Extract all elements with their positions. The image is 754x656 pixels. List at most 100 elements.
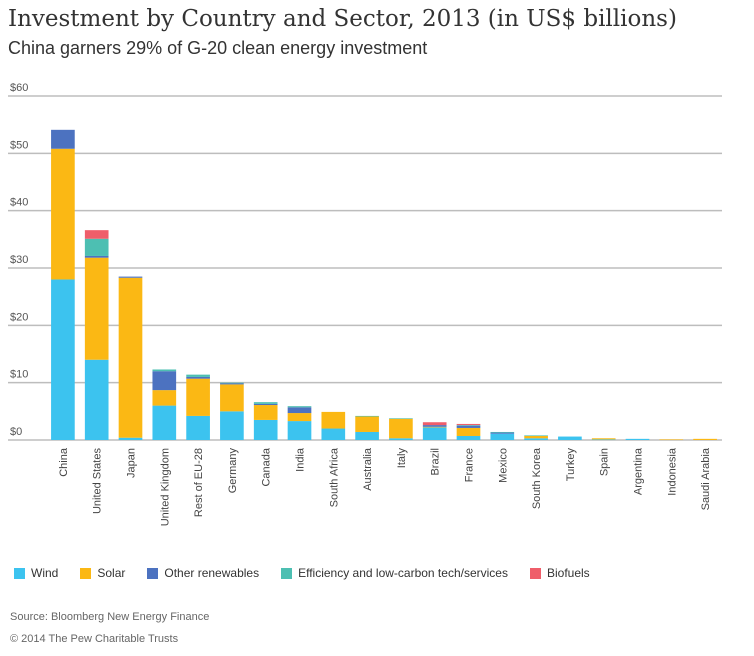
bar-segment (456, 423, 481, 426)
legend-item: Solar (80, 566, 125, 580)
bars (51, 129, 717, 441)
bar-segment (84, 255, 109, 258)
bar-segment (253, 403, 278, 406)
bar-segment (321, 411, 346, 429)
bar-segment (490, 433, 515, 440)
legend-label: Biofuels (546, 566, 590, 580)
bar-segment (118, 277, 143, 438)
x-tick-label: South Korea (531, 447, 543, 509)
legend-swatch (281, 567, 293, 579)
bar-segment (84, 238, 109, 256)
source-note: Source: Bloomberg New Energy Finance (10, 611, 210, 623)
bar-segment (152, 369, 177, 372)
legend-item: Wind (14, 566, 58, 580)
bar-segment (220, 383, 244, 385)
stacked-bar-chart: $0 $10 $20 $30 $40 $50 $60 China United States J… (8, 82, 722, 526)
bar-segment (118, 276, 143, 278)
x-tick-label: Australia (362, 447, 374, 491)
chart-title: Investment by Country and Sector, 2013 (… (8, 6, 677, 32)
bar-segment (186, 374, 210, 377)
x-tick-label: Saudi Arabia (700, 447, 712, 510)
legend-swatch (147, 567, 159, 579)
x-tick-label: United States (92, 448, 104, 515)
bar-segment (152, 405, 177, 440)
bar-segment (51, 129, 75, 149)
bar-segment (693, 438, 717, 440)
x-tick-label: South Africa (328, 447, 340, 507)
x-tick-label: Japan (126, 448, 138, 478)
x-tick-label: Spain (599, 448, 611, 476)
bar-segment (287, 406, 312, 408)
category-labels: China United States Japan United Kingdom Res… (58, 447, 712, 526)
bar-segment (84, 257, 109, 360)
bar-segment (456, 425, 481, 428)
y-tick-label: $40 (10, 197, 28, 209)
x-tick-label: United Kingdom (159, 448, 171, 526)
bar-segment (186, 378, 210, 416)
bar-segment (591, 439, 616, 441)
x-tick-label: Argentina (633, 447, 645, 495)
x-tick-label: Canada (261, 447, 273, 486)
legend-label: Efficiency and low-carbon tech/services (298, 566, 508, 580)
legend-swatch (14, 567, 25, 579)
x-tick-label: India (295, 447, 307, 472)
legend-item: Biofuels (529, 566, 590, 580)
y-tick-label: $20 (10, 311, 28, 323)
bar-segment (220, 382, 244, 384)
y-tick-label: $60 (10, 82, 28, 94)
bar-segment (389, 418, 413, 419)
x-tick-label: Turkey (565, 448, 577, 482)
x-tick-label: Italy (396, 448, 408, 469)
legend-item: Other renewables (147, 566, 259, 580)
bar-segment (355, 415, 379, 417)
bar-segment (422, 426, 447, 428)
legend-item: Efficiency and low-carbon tech/services (281, 566, 508, 580)
x-tick-label: Indonesia (666, 447, 678, 496)
bar-segment (186, 376, 210, 379)
bar-segment (355, 431, 379, 440)
legend-label: Other renewables (164, 566, 260, 580)
bar-segment (591, 438, 616, 440)
bar-segment (287, 413, 312, 422)
bar-segment (118, 437, 143, 440)
bar-segment (152, 390, 177, 406)
chart-subtitle: China garners 29% of G-20 clean energy i… (8, 38, 428, 58)
bar-segment (186, 415, 210, 440)
bar-segment (456, 425, 481, 426)
bar-segment (389, 418, 413, 439)
bar-segment (625, 438, 650, 440)
x-tick-label: Mexico (497, 448, 509, 483)
x-tick-label: Rest of EU-28 (193, 448, 205, 517)
bar-segment (253, 402, 278, 404)
bar-segment (524, 435, 548, 437)
x-tick-label: France (464, 448, 476, 482)
legend-label: Solar (97, 566, 126, 580)
legend: Wind Solar Other renewables Efficiency and … (14, 566, 612, 580)
bar-segment (355, 416, 379, 432)
x-tick-label: Germany (227, 448, 239, 494)
bar-segment (253, 419, 278, 440)
copyright-note: © 2014 The Pew Charitable Trusts (10, 633, 179, 645)
bar-segment (659, 439, 684, 441)
bar-segment (422, 427, 447, 440)
x-tick-label: Brazil (430, 448, 442, 476)
bar-segment (51, 279, 75, 440)
legend-swatch (80, 567, 92, 579)
bar-segment (152, 371, 177, 391)
bar-segment (490, 432, 515, 434)
bar-segment (456, 427, 481, 436)
y-tick-label: $50 (10, 139, 28, 151)
bar-segment (422, 422, 447, 426)
y-tick-label: $0 (10, 426, 22, 438)
bar-segment (524, 435, 548, 439)
bar-segment (456, 435, 481, 440)
bar-segment (84, 230, 109, 239)
bar-segment (422, 425, 447, 427)
bar-segment (287, 421, 312, 440)
bar-segment (524, 438, 548, 440)
y-tick-label: $30 (10, 254, 28, 266)
bar-segment (51, 148, 75, 280)
bar-segment (287, 407, 312, 414)
bar-segment (253, 405, 278, 420)
